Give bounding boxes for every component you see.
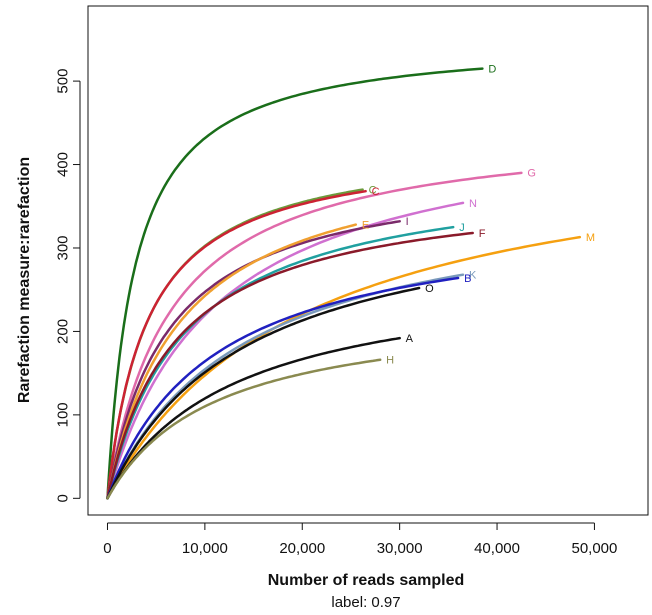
series-line-C (106, 189, 367, 500)
series-line-D (106, 67, 484, 500)
series-line-I (106, 220, 401, 500)
x-axis-title: Number of reads sampled (268, 572, 465, 589)
y-tick-label: 200 (54, 319, 71, 344)
series-label-M: M (586, 232, 595, 244)
series-label-G: G (527, 168, 536, 180)
x-tick-label: 40,000 (474, 540, 520, 557)
series-label-C: C (369, 184, 377, 196)
series-label-K: K (469, 270, 477, 282)
series-line-O (106, 286, 421, 500)
series-line-F (106, 231, 474, 500)
series-line-K (106, 273, 465, 500)
series-line-M (106, 235, 582, 500)
y-tick-label: 500 (54, 69, 71, 94)
series-label-A: A (406, 333, 414, 345)
x-tick-label: 0 (103, 540, 111, 557)
series-line-G (106, 171, 523, 500)
series-line-B (106, 276, 460, 500)
series-label-B: B (464, 273, 471, 285)
x-tick-label: 50,000 (571, 540, 617, 557)
series-label-F: F (479, 228, 486, 240)
caption: label: 0.97 (331, 594, 400, 611)
series-label-E: E (362, 219, 369, 231)
y-axis: 0 100 200 300 400 500 (54, 69, 81, 502)
y-tick-label: 400 (54, 152, 71, 177)
series-label-I: I (406, 216, 409, 228)
y-tick-label: 300 (54, 235, 71, 260)
y-tick-label: 0 (54, 494, 71, 502)
series-label-J: J (459, 222, 465, 234)
series-line-A (106, 336, 401, 500)
series-label-H: H (386, 355, 394, 367)
series-label-O: O (425, 283, 434, 295)
series-label-D: D (488, 63, 496, 75)
y-axis-title: Rarefaction measure:rarefaction (16, 157, 33, 403)
plot-frame (87, 5, 649, 516)
series-label-N: N (469, 198, 477, 210)
x-tick-label: 20,000 (279, 540, 325, 557)
x-axis: 0 10,000 20,000 30,000 40,000 50,000 (103, 522, 617, 557)
y-tick-label: 100 (54, 402, 71, 427)
x-tick-label: 30,000 (377, 540, 423, 557)
series-layer (106, 67, 582, 500)
series-line-H (106, 358, 382, 500)
series-label-C: C (372, 186, 380, 198)
x-tick-label: 10,000 (182, 540, 228, 557)
